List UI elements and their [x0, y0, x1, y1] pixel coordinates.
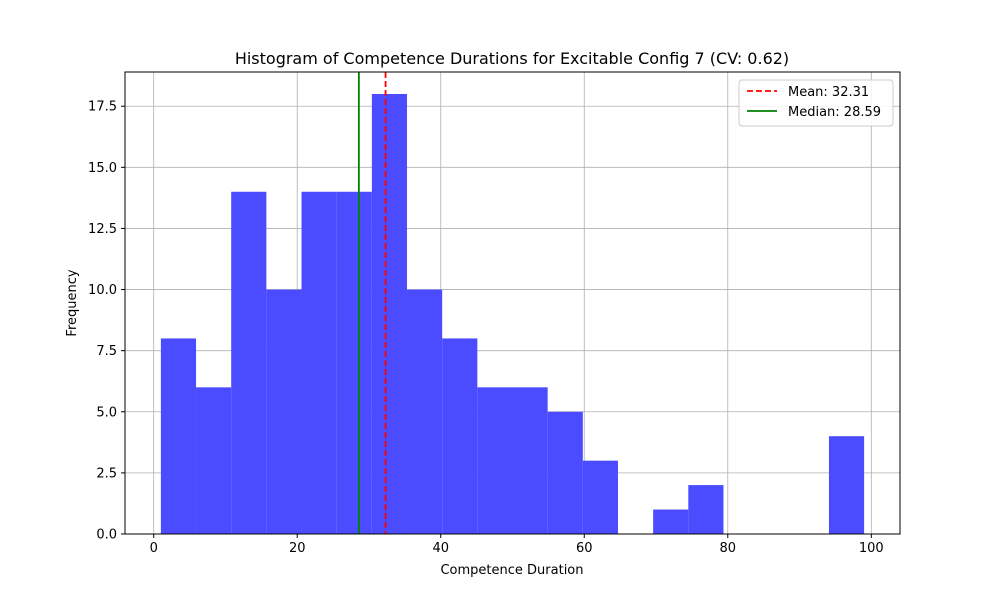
y-tick-label: 15.0: [88, 161, 117, 176]
histogram-bar: [477, 387, 513, 534]
legend-mean-label: Mean: 32.31: [788, 85, 869, 100]
histogram-bar: [828, 436, 865, 534]
y-axis-label: Frequency: [65, 269, 80, 336]
x-axis-ticks: 0 20 40 60 80 100: [150, 534, 884, 556]
x-tick-label: 60: [576, 541, 593, 556]
legend: Mean: 32.31 Median: 28.59: [738, 79, 894, 127]
histogram-bar: [336, 191, 372, 534]
x-tick-label: 80: [720, 541, 737, 556]
x-axis-label: Competence Duration: [440, 563, 583, 578]
y-tick-label: 17.5: [88, 100, 117, 115]
histogram-bar: [371, 94, 408, 534]
y-axis-ticks: 0.0 2.5 5.0 7.5 10.0 12.5 15.0 17.5: [88, 100, 125, 543]
reference-lines: [357, 72, 387, 534]
y-tick-label: 5.0: [96, 405, 117, 420]
histogram-bar: [231, 191, 267, 534]
histogram-bar: [653, 509, 689, 534]
y-tick-label: 0.0: [96, 528, 117, 543]
histogram-bar: [547, 411, 583, 534]
x-tick-label: 40: [432, 541, 449, 556]
y-tick-label: 2.5: [96, 466, 117, 481]
histogram-bar: [582, 460, 618, 534]
x-tick-label: 0: [150, 541, 158, 556]
histogram-bars: [160, 94, 865, 534]
chart-title: Histogram of Competence Durations for Ex…: [235, 49, 789, 68]
y-tick-label: 7.5: [96, 344, 117, 359]
histogram-bar: [196, 387, 232, 534]
histogram-bar: [301, 191, 337, 534]
histogram-bar: [160, 338, 197, 534]
histogram-bar: [442, 338, 478, 534]
histogram-bar: [266, 289, 302, 534]
legend-box: [738, 79, 894, 127]
histogram-bar: [688, 485, 724, 534]
y-tick-label: 12.5: [88, 222, 117, 237]
histogram-bar: [512, 387, 548, 534]
x-tick-label: 20: [289, 541, 306, 556]
legend-median-label: Median: 28.59: [788, 105, 881, 120]
y-tick-label: 10.0: [88, 283, 117, 298]
x-tick-label: 100: [859, 541, 884, 556]
plot-frame: [124, 71, 901, 535]
histogram-bar: [407, 289, 443, 534]
